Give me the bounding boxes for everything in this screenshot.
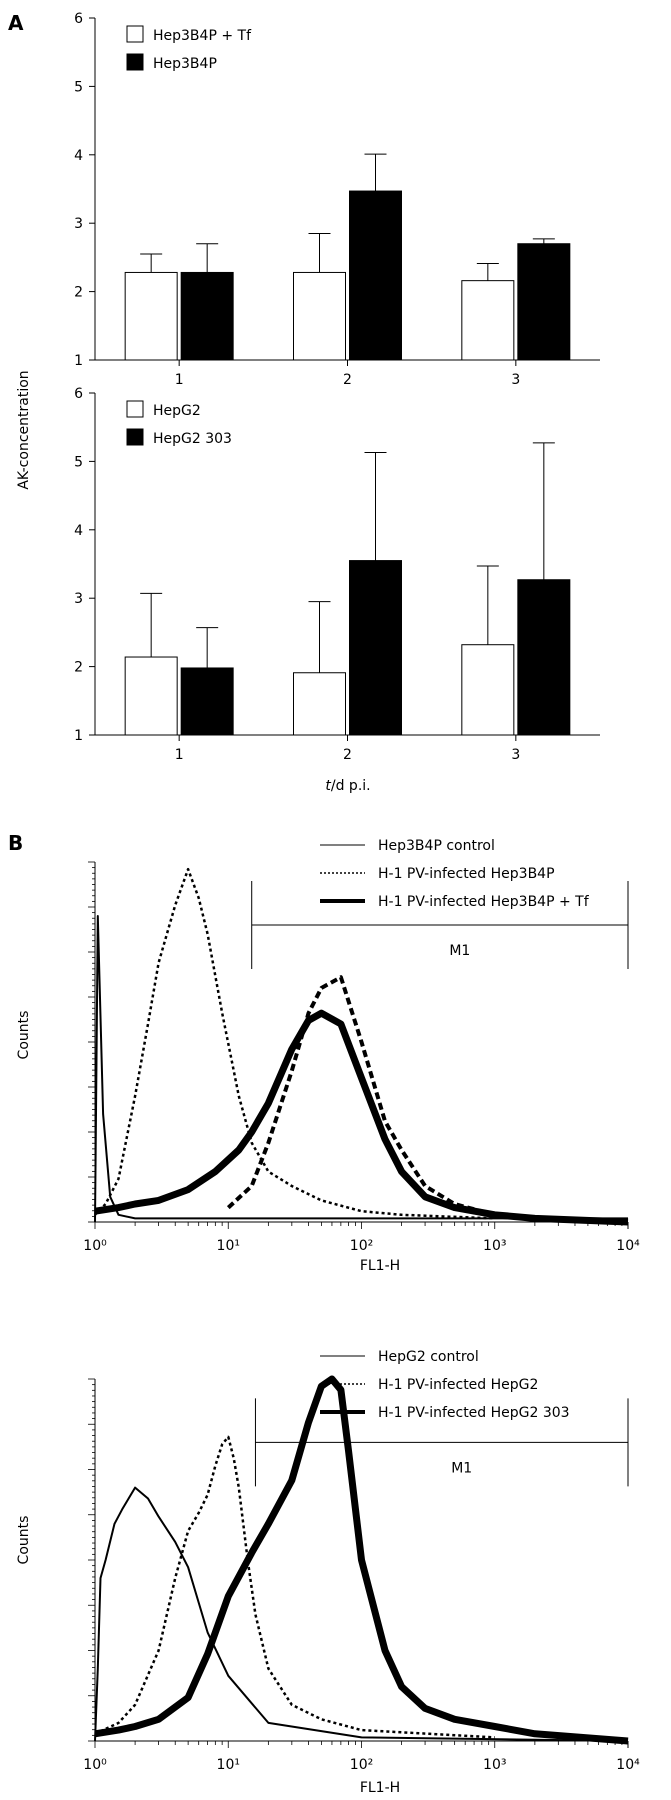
chart2-x-tick-label: 2 [343,747,352,763]
chart2-y-tick-label: 3 [74,591,83,607]
hist1-x-tick-label: 10⁴ [616,1238,640,1254]
hist1-curve-thin [94,915,628,1223]
chart2-y-tick-label: 2 [74,660,83,676]
hist1-curve-dotted [94,867,495,1220]
chart1-bar [293,271,346,361]
hist2-x-tick-label: 10² [350,1757,373,1773]
histogram-hepg2: 10⁰ 10¹ 10² 10³ 10⁴ M1 HepG2 control H-1 PV-inf… [16,1349,640,1796]
hist2-x-tick-label: 10⁰ [83,1757,107,1773]
chart2-y-tick-label: 5 [74,454,83,470]
bar-chart-hep3b4p: 1 2 3 4 5 6 1 2 3 Hep3B4P + Tf Hep3B4P [74,11,600,388]
hist1-x-tick-label: 10³ [483,1238,506,1254]
hist2-legend-label: HepG2 control [378,1349,479,1365]
chart2-x-tick-label: 3 [511,747,520,763]
chart1-bar [349,190,402,361]
chart2-legend-swatch [126,428,144,446]
chart2-bar [180,667,234,736]
chart2-x-tick-label: 1 [175,747,184,763]
hist2-curve-dotted [94,1435,495,1739]
hist2-legend-label: H-1 PV-infected HepG2 [378,1377,538,1393]
chart1-legend-label: Hep3B4P [153,56,217,72]
hist1-legend-label: H-1 PV-infected Hep3B4P + Tf [378,894,590,910]
x-axis-label-a: t/d p.i. [325,778,370,794]
hist2-curve-thick [94,1375,629,1745]
chart1-y-tick-label: 5 [74,79,83,95]
chart1-x-tick-label: 3 [511,372,520,388]
y-axis-label-hist2: Counts [16,1516,32,1565]
chart1-legend-swatch [126,53,144,71]
chart1-y-tick-label: 1 [74,353,83,369]
hist1-x-tick-label: 10² [350,1238,373,1254]
chart1-y-tick-label: 3 [74,216,83,232]
chart1-bar [180,271,234,361]
chart2-bar [461,644,515,736]
chart1-bar [124,271,178,361]
chart1-y-tick-label: 6 [74,11,83,27]
chart2-bar [349,560,402,736]
hist1-legend-label: Hep3B4P control [378,838,495,854]
chart2-legend-swatch [126,400,144,418]
chart2-y-tick-label: 1 [74,728,83,744]
chart2-bar [293,672,346,736]
chart2-y-tick-label: 6 [74,386,83,402]
hist2-x-tick-label: 10⁴ [616,1757,640,1773]
y-axis-label-hist1: Counts [16,1011,32,1060]
chart1-bar [461,280,515,361]
chart1-legend-label: Hep3B4P + Tf [153,28,252,44]
hist1-curve-dashed [226,975,496,1217]
chart2-bar [124,656,178,736]
hist1-curve-thick [94,1009,629,1226]
chart2-y-tick-label: 4 [74,523,83,539]
bar-chart-hepg2: 1 2 3 4 5 6 1 2 3 HepG2 HepG2 303 t/d p.i. [74,386,600,794]
panel-label-b: B [8,831,23,855]
hist2-curve-thin [94,1486,629,1742]
chart1-y-tick-label: 4 [74,148,83,164]
chart1-x-tick-label: 2 [343,372,352,388]
chart2-legend-label: HepG2 303 [153,431,232,447]
chart1-y-tick-label: 2 [74,285,83,301]
x-axis-label-hist1: FL1-H [360,1258,400,1274]
y-axis-label-a: AK-concentration [16,370,32,489]
hist2-legend-label: H-1 PV-infected HepG2 303 [378,1405,570,1421]
chart1-x-tick-label: 1 [175,372,184,388]
hist2-x-tick-label: 10³ [483,1757,506,1773]
hist2-gate-label: M1 [451,1460,472,1476]
chart1-bar [517,243,571,361]
hist1-x-tick-label: 10¹ [217,1238,240,1254]
hist1-x-tick-label: 10⁰ [83,1238,107,1254]
chart1-legend-swatch [126,25,144,43]
x-axis-label-hist2: FL1-H [360,1780,400,1796]
chart2-bar [517,579,571,736]
histogram-hep3b4p: 10⁰ 10¹ 10² 10³ 10⁴ M1 Hep3B4P control H-1 PV-i… [16,838,640,1274]
hist1-legend-label: H-1 PV-infected Hep3B4P [378,866,555,882]
chart2-legend-label: HepG2 [153,403,201,419]
panel-label-a: A [8,11,24,35]
hist1-gate-label: M1 [449,943,470,959]
hist2-x-tick-label: 10¹ [217,1757,240,1773]
